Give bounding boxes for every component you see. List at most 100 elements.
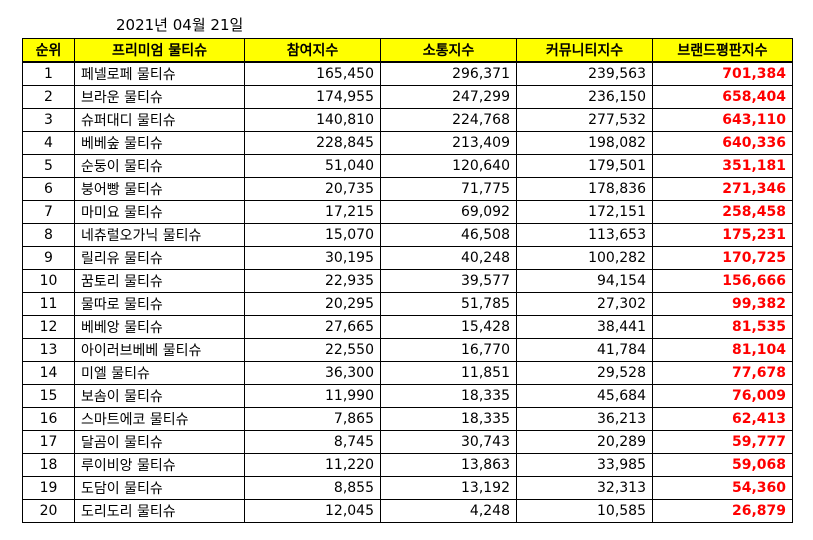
rank-cell: 11 [22, 292, 75, 316]
brand-name-cell: 릴리유 물티슈 [74, 246, 245, 270]
communication-cell: 213,409 [380, 131, 517, 155]
table-row: 4 베베숲 물티슈 228,845 213,409 198,082 640,336 [22, 131, 793, 155]
rank-cell: 3 [22, 108, 75, 132]
community-cell: 27,302 [516, 292, 653, 316]
rank-cell: 15 [22, 384, 75, 408]
table-row: 2 브라운 물티슈 174,955 247,299 236,150 658,404 [22, 85, 793, 109]
rank-cell: 12 [22, 315, 75, 339]
participation-cell: 228,845 [244, 131, 381, 155]
table-row: 16 스마트에코 물티슈 7,865 18,335 36,213 62,413 [22, 407, 793, 431]
brand-reputation-cell: 170,725 [652, 246, 793, 270]
communication-cell: 13,863 [380, 453, 517, 477]
participation-cell: 36,300 [244, 361, 381, 385]
brand-name-cell: 붕어빵 물티슈 [74, 177, 245, 201]
rank-cell: 17 [22, 430, 75, 454]
communication-cell: 296,371 [380, 61, 517, 86]
brand-reputation-cell: 640,336 [652, 131, 793, 155]
communication-cell: 4,248 [380, 499, 517, 523]
communication-cell: 30,743 [380, 430, 517, 454]
brand-reputation-cell: 81,104 [652, 338, 793, 362]
rank-cell: 8 [22, 223, 75, 247]
participation-cell: 11,220 [244, 453, 381, 477]
brand-reputation-cell: 156,666 [652, 269, 793, 293]
brand-name-cell: 페넬로페 물티슈 [74, 61, 245, 86]
header-rank: 순위 [22, 38, 75, 63]
participation-cell: 174,955 [244, 85, 381, 109]
rank-cell: 10 [22, 269, 75, 293]
brand-name-cell: 아이러브베베 물티슈 [74, 338, 245, 362]
community-cell: 94,154 [516, 269, 653, 293]
brand-reputation-cell: 643,110 [652, 108, 793, 132]
rank-cell: 6 [22, 177, 75, 201]
header-communication: 소통지수 [380, 38, 517, 63]
communication-cell: 46,508 [380, 223, 517, 247]
rank-cell: 1 [22, 61, 75, 86]
participation-cell: 8,745 [244, 430, 381, 454]
community-cell: 38,441 [516, 315, 653, 339]
table-row: 8 네츄럴오가닉 물티슈 15,070 46,508 113,653 175,231 [22, 223, 793, 247]
community-cell: 45,684 [516, 384, 653, 408]
table-row: 18 루이비앙 물티슈 11,220 13,863 33,985 59,068 [22, 453, 793, 477]
table-row: 9 릴리유 물티슈 30,195 40,248 100,282 170,725 [22, 246, 793, 270]
participation-cell: 51,040 [244, 154, 381, 178]
brand-name-cell: 스마트에코 물티슈 [74, 407, 245, 431]
community-cell: 36,213 [516, 407, 653, 431]
participation-cell: 22,935 [244, 269, 381, 293]
community-cell: 29,528 [516, 361, 653, 385]
header-brand-name: 프리미엄 물티슈 [74, 38, 245, 63]
header-brand-reputation: 브랜드평판지수 [652, 38, 793, 63]
table-row: 15 보솜이 물티슈 11,990 18,335 45,684 76,009 [22, 384, 793, 408]
community-cell: 20,289 [516, 430, 653, 454]
communication-cell: 71,775 [380, 177, 517, 201]
header-community: 커뮤니티지수 [516, 38, 653, 63]
rank-cell: 7 [22, 200, 75, 224]
rank-cell: 2 [22, 85, 75, 109]
communication-cell: 16,770 [380, 338, 517, 362]
brand-name-cell: 베베앙 물티슈 [74, 315, 245, 339]
brand-reputation-cell: 59,777 [652, 430, 793, 454]
rank-cell: 19 [22, 476, 75, 500]
rank-cell: 18 [22, 453, 75, 477]
table-row: 19 도담이 물티슈 8,855 13,192 32,313 54,360 [22, 476, 793, 500]
table-row: 10 꿈토리 물티슈 22,935 39,577 94,154 156,666 [22, 269, 793, 293]
participation-cell: 8,855 [244, 476, 381, 500]
communication-cell: 51,785 [380, 292, 517, 316]
participation-cell: 17,215 [244, 200, 381, 224]
brand-name-cell: 도리도리 물티슈 [74, 499, 245, 523]
table-row: 13 아이러브베베 물티슈 22,550 16,770 41,784 81,104 [22, 338, 793, 362]
table-row: 20 도리도리 물티슈 12,045 4,248 10,585 26,879 [22, 499, 793, 523]
rank-cell: 5 [22, 154, 75, 178]
brand-reputation-cell: 77,678 [652, 361, 793, 385]
communication-cell: 120,640 [380, 154, 517, 178]
brand-reputation-cell: 658,404 [652, 85, 793, 109]
participation-cell: 20,295 [244, 292, 381, 316]
community-cell: 32,313 [516, 476, 653, 500]
brand-name-cell: 도담이 물티슈 [74, 476, 245, 500]
participation-cell: 12,045 [244, 499, 381, 523]
brand-name-cell: 달곰이 물티슈 [74, 430, 245, 454]
brand-reputation-cell: 81,535 [652, 315, 793, 339]
table-body: 1 페넬로페 물티슈 165,450 296,371 239,563 701,384 2 브라… [22, 61, 793, 523]
communication-cell: 13,192 [380, 476, 517, 500]
brand-reputation-cell: 175,231 [652, 223, 793, 247]
brand-reputation-cell: 54,360 [652, 476, 793, 500]
communication-cell: 69,092 [380, 200, 517, 224]
participation-cell: 27,665 [244, 315, 381, 339]
community-cell: 179,501 [516, 154, 653, 178]
table-row: 7 마미요 물티슈 17,215 69,092 172,151 258,458 [22, 200, 793, 224]
brand-name-cell: 미엘 물티슈 [74, 361, 245, 385]
community-cell: 113,653 [516, 223, 653, 247]
brand-reputation-cell: 76,009 [652, 384, 793, 408]
community-cell: 10,585 [516, 499, 653, 523]
rank-cell: 14 [22, 361, 75, 385]
brand-reputation-cell: 351,181 [652, 154, 793, 178]
participation-cell: 15,070 [244, 223, 381, 247]
community-cell: 33,985 [516, 453, 653, 477]
rank-cell: 9 [22, 246, 75, 270]
brand-reputation-cell: 59,068 [652, 453, 793, 477]
report-date: 2021년 04월 21일 [116, 16, 244, 34]
community-cell: 277,532 [516, 108, 653, 132]
brand-reputation-cell: 258,458 [652, 200, 793, 224]
community-cell: 41,784 [516, 338, 653, 362]
brand-reputation-cell: 99,382 [652, 292, 793, 316]
